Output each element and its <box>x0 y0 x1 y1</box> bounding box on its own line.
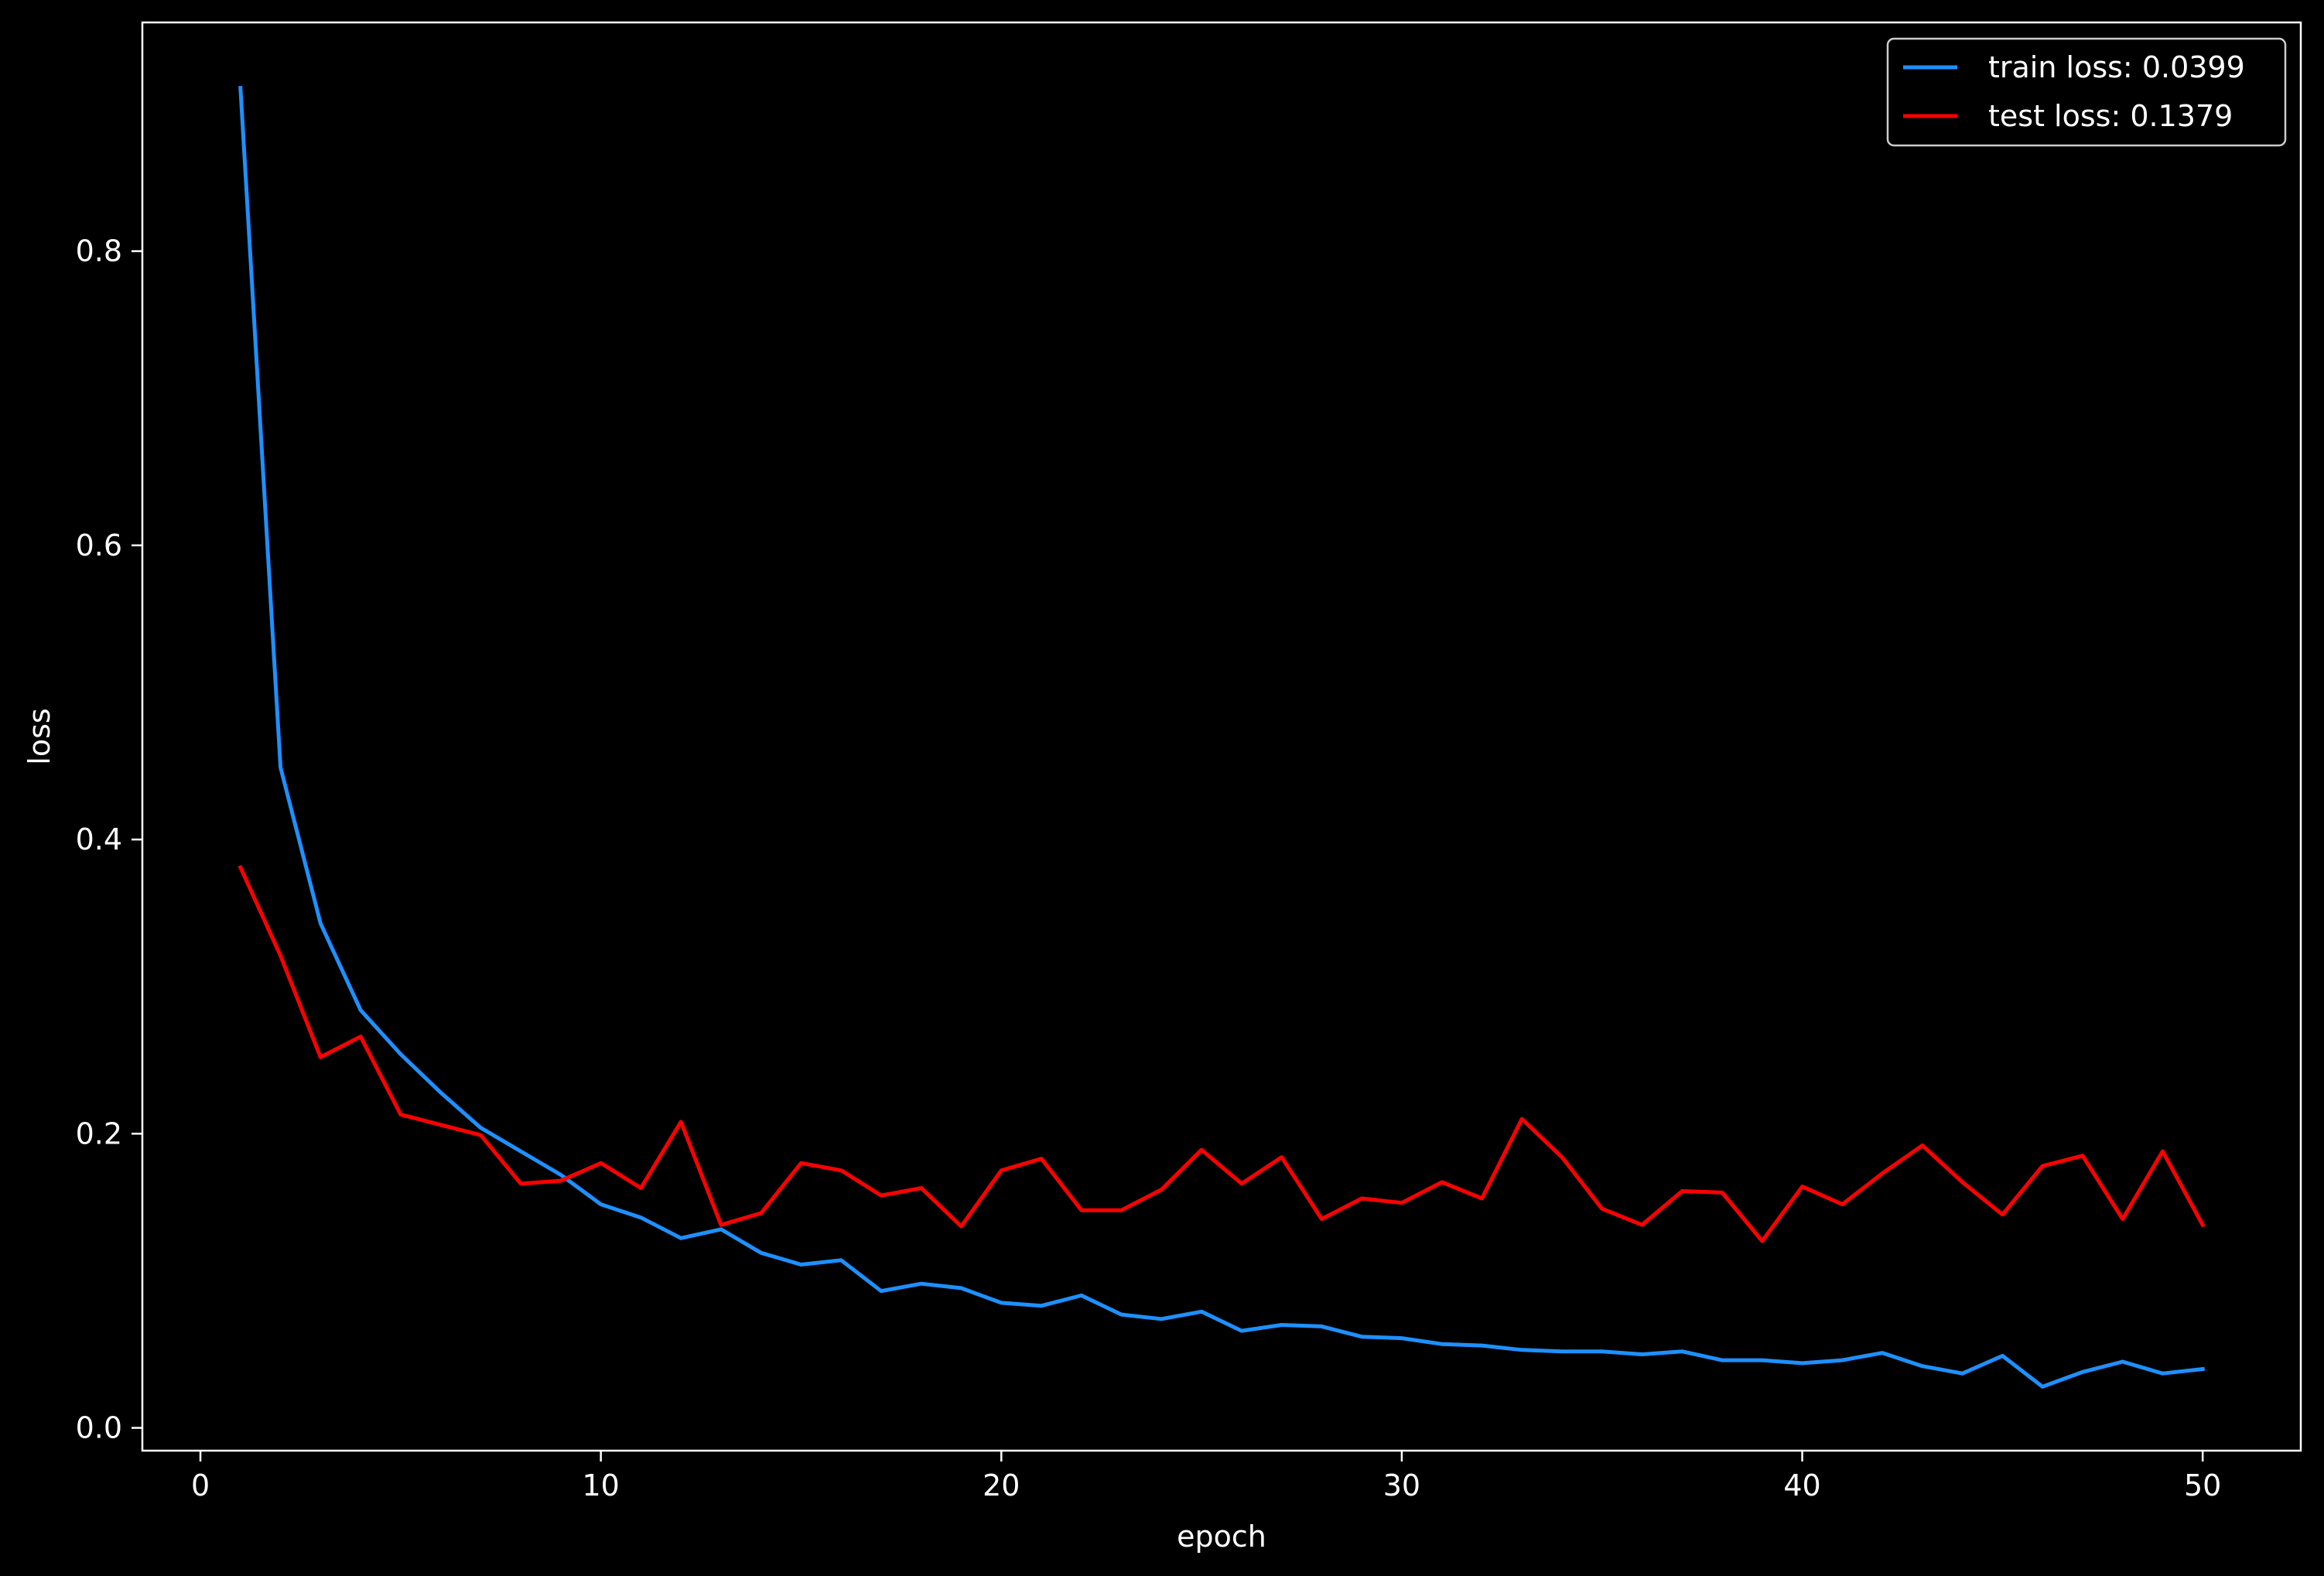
x-tick-label: 10 <box>583 1468 620 1502</box>
y-axis-label: loss <box>22 708 56 764</box>
y-tick-label: 0.0 <box>76 1411 122 1445</box>
x-tick-label: 20 <box>983 1468 1020 1502</box>
legend-label-1: test loss: 0.1379 <box>1988 99 2233 133</box>
x-tick-label: 0 <box>191 1468 210 1502</box>
plot-frame <box>141 21 2302 1452</box>
x-tick-label: 40 <box>1783 1468 1820 1502</box>
x-tick-label: 50 <box>2184 1468 2221 1502</box>
x-tick-label: 30 <box>1383 1468 1420 1502</box>
x-axis-label: epoch <box>1177 1520 1266 1554</box>
series-line-1 <box>238 864 2206 1243</box>
y-tick-label: 0.8 <box>76 234 122 268</box>
legend: train loss: 0.0399 test loss: 0.1379 <box>1886 37 2287 147</box>
legend-label-0: train loss: 0.0399 <box>1988 50 2245 84</box>
y-tick-label: 0.2 <box>76 1116 122 1150</box>
y-tick-label: 0.4 <box>76 822 122 856</box>
legend-box <box>1886 37 2287 147</box>
axes: 0 10 20 30 40 50 0.0 0.2 0.4 0.6 0.8 epoch loss <box>22 21 2302 1554</box>
plot-area <box>238 85 2206 1389</box>
y-tick-label: 0.6 <box>76 528 122 562</box>
